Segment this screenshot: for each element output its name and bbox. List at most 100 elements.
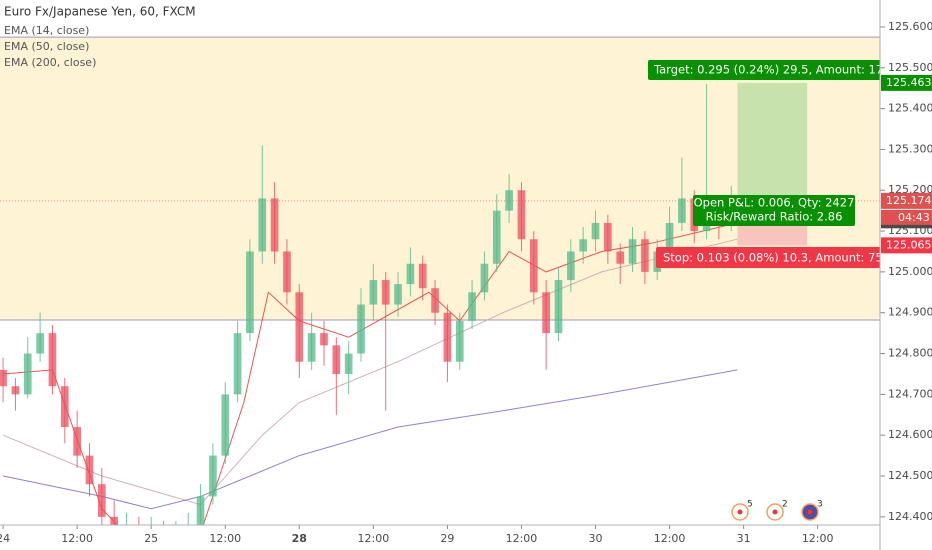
countdown-tag	[881, 209, 932, 225]
badge-dot	[737, 509, 743, 515]
candle-body	[443, 312, 452, 362]
candle-body	[283, 251, 291, 293]
candle-body	[628, 239, 637, 264]
ema-line	[2, 369, 738, 510]
candle-body	[554, 280, 563, 334]
candle-body	[381, 280, 390, 305]
candle-body	[172, 533, 180, 541]
y-tick-label: 124.400	[888, 510, 932, 523]
target-label: Target: 0.295 (0.24%) 29.5, Amount: 1715	[653, 63, 898, 77]
candle-body	[604, 222, 612, 252]
candle-body	[678, 198, 686, 223]
position-label	[648, 60, 880, 80]
badge-dot	[772, 509, 778, 515]
price-tag-label: 125.463	[886, 76, 932, 89]
badge-count: 5	[747, 500, 753, 510]
badge-dot	[807, 509, 813, 515]
candle-body	[135, 525, 143, 537]
y-tick-label: 125.500	[888, 61, 932, 74]
x-tick-label: 12:00	[802, 532, 834, 545]
candle-body	[542, 292, 550, 334]
candle-body	[579, 239, 587, 252]
candle-body	[221, 394, 230, 456]
countdown: 04:43	[898, 211, 930, 224]
x-tick-label: 30	[589, 532, 603, 545]
candle-body	[616, 251, 625, 264]
badge-count: 3	[817, 500, 823, 510]
ema-line	[2, 238, 738, 506]
candle-body	[258, 198, 267, 252]
chart-title: Euro Fx/Japanese Yen, 60, FXCM	[4, 5, 196, 19]
overlay: 124.400 124.500 124.600 124.700 124.800 124.9…	[0, 20, 932, 545]
pnl-label: Open P&L: 0.006, Qty: 2427	[694, 196, 855, 210]
candle-body	[23, 353, 32, 395]
candle-body	[418, 263, 427, 289]
legend-entry: EMA (14, close)	[4, 24, 89, 37]
label-box	[648, 60, 880, 80]
x-tick-label: 29	[440, 532, 454, 545]
zone	[0, 37, 880, 321]
candle-body	[123, 525, 131, 533]
candle-body	[48, 333, 57, 387]
candle-body	[468, 292, 476, 321]
badge-count: 2	[782, 500, 788, 510]
y-tick-label: 124.600	[888, 428, 932, 441]
x-tick-label: 12:00	[209, 532, 241, 545]
legend-entry: EMA (50, close)	[4, 40, 89, 53]
x-tick-label: 12:00	[654, 532, 686, 545]
candle-body	[591, 222, 600, 240]
x-tick-label: 31	[737, 532, 751, 545]
candle-body	[332, 345, 341, 374]
y-tick-label: 124.800	[888, 347, 932, 360]
x-tick-label: 28	[292, 532, 307, 545]
y-tick-label: 124.500	[888, 469, 932, 482]
x-tick-label: 12:00	[358, 532, 390, 545]
candle-body	[0, 369, 7, 387]
candle-body	[85, 455, 94, 485]
candle-body	[505, 190, 513, 211]
price-tag	[881, 237, 932, 254]
x-tick-label: 12:00	[506, 532, 538, 545]
y-tick-label: 124.700	[888, 387, 932, 400]
candle-body	[73, 427, 81, 456]
candle-body	[492, 210, 501, 264]
candle-body	[209, 455, 217, 497]
price-tag	[881, 192, 932, 209]
label-box	[656, 247, 880, 268]
candle-body	[517, 190, 526, 240]
candle-body	[369, 280, 378, 305]
price-tag	[881, 74, 932, 91]
x-tick-label: 25	[144, 532, 158, 545]
y-tick-label: 124.900	[888, 306, 932, 319]
x-tick-label: 12:00	[61, 532, 93, 545]
candle-body	[36, 333, 44, 354]
legend-entry: EMA (200, close)	[4, 56, 96, 69]
plot-background	[0, 36, 880, 321]
candle-body	[455, 320, 464, 362]
candle-body	[97, 484, 106, 517]
candle-body	[110, 516, 118, 525]
candle-body	[665, 222, 674, 252]
y-tick-label: 125.400	[888, 102, 932, 115]
price-tag-label: 125.174	[886, 194, 932, 207]
pnl-box	[693, 195, 855, 226]
y-tick-label: 125.000	[888, 265, 932, 278]
candle-body	[160, 529, 168, 541]
position-label	[656, 247, 880, 268]
candle-body	[480, 263, 489, 293]
candle-body	[394, 284, 402, 305]
candle-body	[233, 333, 242, 395]
x-tick-label: 24	[0, 532, 10, 545]
candle-body	[295, 292, 304, 362]
candle-body	[641, 239, 649, 272]
price-tag-label: 125.065	[886, 238, 932, 251]
candle-body	[431, 288, 439, 313]
target-area	[737, 82, 808, 204]
candle-body	[246, 251, 254, 334]
candle-body	[270, 198, 279, 252]
y-tick-label: 125.600	[888, 20, 932, 33]
candle-body	[529, 239, 538, 293]
candle-body	[11, 386, 20, 395]
candle-body	[406, 263, 415, 285]
candle-body	[60, 386, 69, 428]
